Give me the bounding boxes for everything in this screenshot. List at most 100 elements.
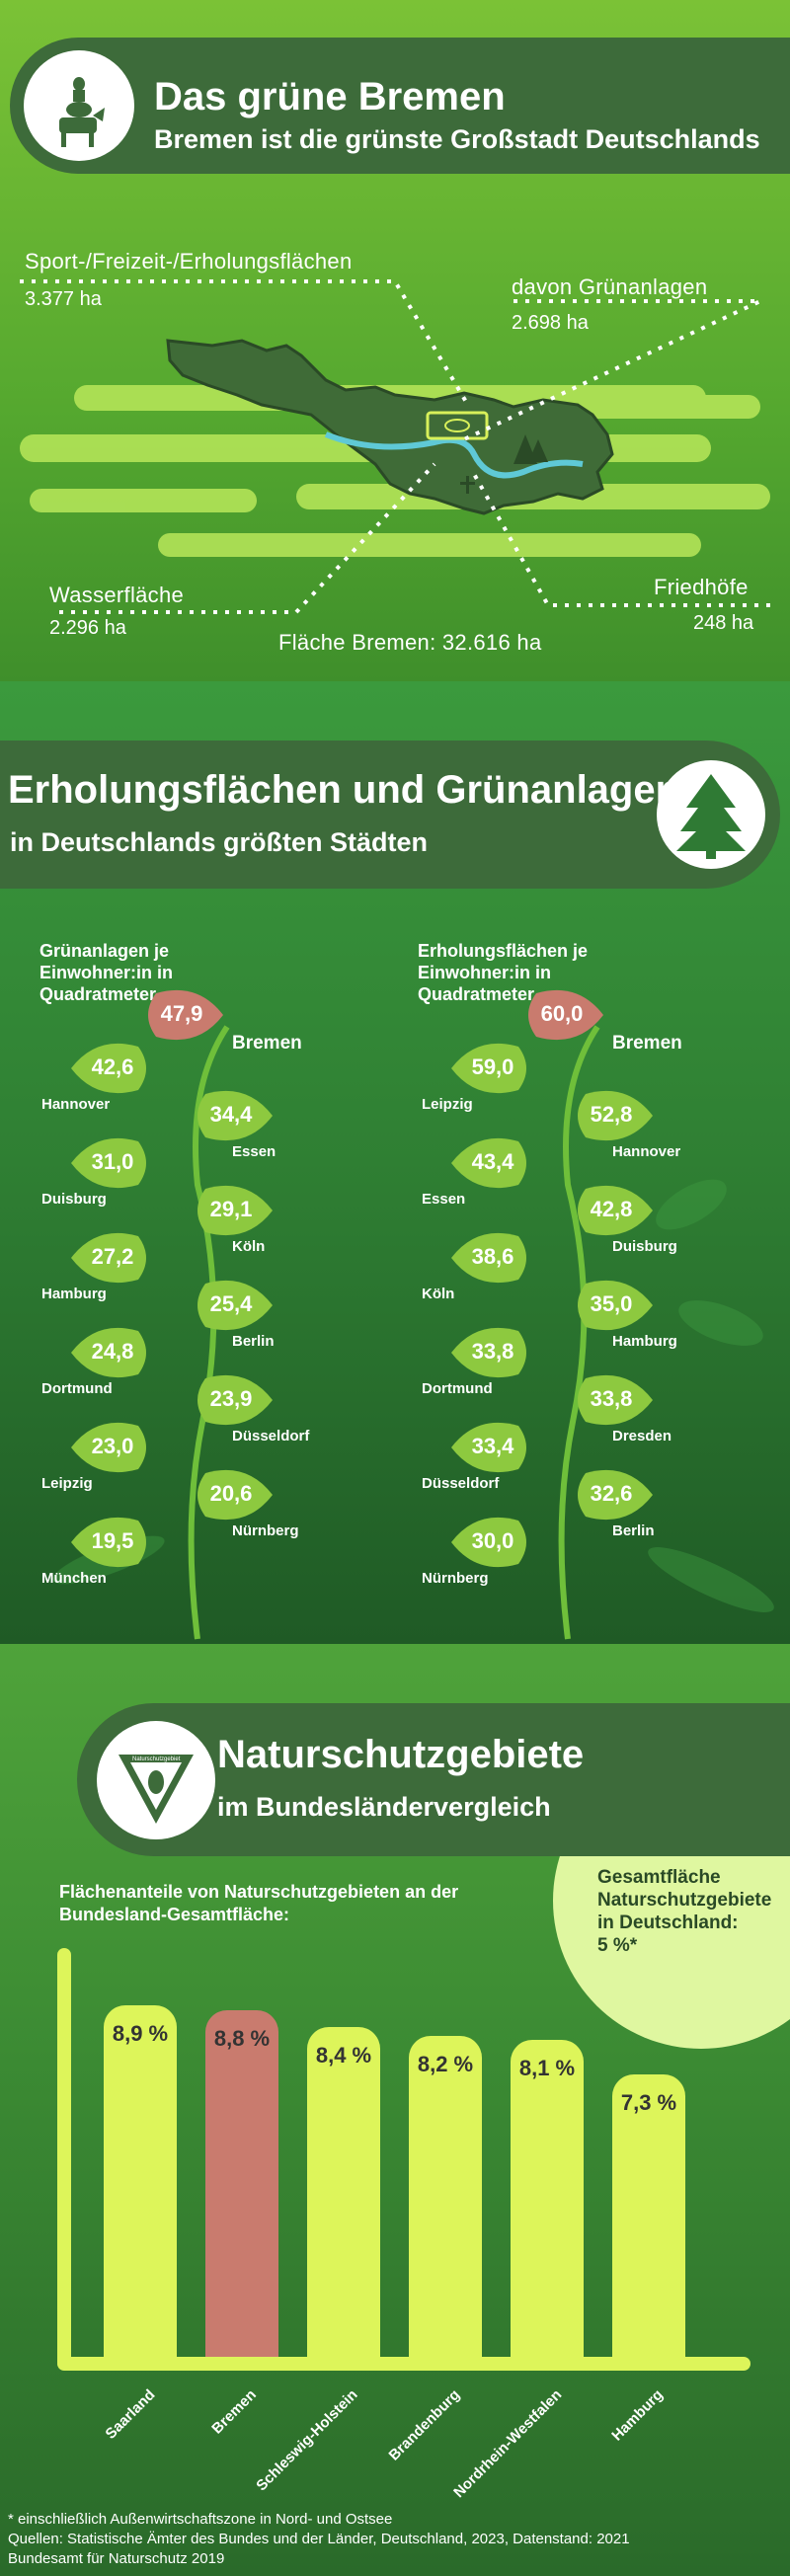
leaf-item: 33,8	[449, 1323, 536, 1387]
city-label: Hamburg	[41, 1286, 107, 1302]
left-caption-line: Quadratmeter	[40, 984, 157, 1004]
leaf-value: 23,0	[91, 1434, 134, 1458]
left-caption-line: Einwohner:in in	[40, 963, 173, 982]
city-label: Düsseldorf	[232, 1428, 310, 1444]
chart-caption-line: Bundesland-Gesamtfläche:	[59, 1905, 290, 1924]
footnote: * einschließlich Außenwirtschaftszone in…	[8, 2511, 393, 2528]
leaf-value: 29,1	[209, 1197, 253, 1221]
city-label: Berlin	[232, 1333, 275, 1350]
leaf-value: 19,5	[91, 1528, 134, 1553]
leaf-item: 33,8	[568, 1370, 655, 1435]
section-city-comparison: Erholungsflächen und Grünanlagen in Deut…	[0, 681, 790, 1644]
section3-title: Naturschutzgebiete	[217, 1733, 585, 1776]
leaf-value: 33,4	[471, 1434, 514, 1458]
river-weser	[324, 431, 584, 479]
bremen-map-shape	[166, 339, 614, 515]
total-circle-text: Gesamtfläche Naturschutzgebiete in Deuts…	[597, 1866, 771, 1957]
x-tick-label: Nordrhein-Westfalen	[449, 2386, 566, 2502]
section2-title: Erholungsflächen und Grünanlagen	[8, 768, 680, 812]
leaf-item: 24,8	[69, 1323, 156, 1387]
left-caption: Grünanlagen je Einwohner:in in Quadratme…	[40, 940, 173, 1005]
x-tick-label: Bremen	[208, 2386, 261, 2438]
leaf-value: 34,4	[209, 1102, 253, 1127]
leaf-item: 52,8	[568, 1086, 655, 1150]
leaf-item: 23,9	[188, 1370, 275, 1435]
leaf-value: 43,4	[471, 1149, 514, 1174]
tree-icon	[676, 774, 746, 859]
leaf-item: 20,6	[188, 1465, 275, 1529]
fried-value: 248 ha	[693, 612, 754, 634]
bar-bremen	[205, 2009, 278, 2357]
x-tick-label: Brandenburg	[385, 2386, 464, 2464]
bar-value-label: 8,2 %	[417, 2051, 474, 2076]
leaf-value: 32,6	[590, 1481, 633, 1506]
wasser-value: 2.296 ha	[49, 617, 126, 639]
sources-line-2: Bundesamt für Naturschutz 2019	[8, 2550, 225, 2567]
leaf-item: 32,6	[568, 1465, 655, 1529]
leaf-item: 33,4	[449, 1418, 536, 1482]
leaf-item: 29,1	[188, 1181, 275, 1245]
circle-text-line: Naturschutzgebiete	[597, 1890, 772, 1911]
bar-value-label: 8,9 %	[112, 2021, 169, 2047]
city-label: Nürnberg	[422, 1570, 489, 1587]
right-caption: Erholungsflächen je Einwohner:in in Quad…	[418, 940, 588, 1005]
bar-schleswig-holstein	[307, 2027, 380, 2357]
city-label: Dortmund	[41, 1380, 113, 1397]
leaf-value: 35,0	[590, 1291, 633, 1316]
x-tick-label: Saarland	[102, 2386, 159, 2443]
city-label: Hannover	[41, 1096, 111, 1113]
gruen-label: davon Grünanlagen	[512, 274, 708, 299]
leaf-value: 38,6	[471, 1244, 514, 1269]
city-label: Köln	[422, 1286, 455, 1302]
city-label: Duisburg	[612, 1238, 677, 1255]
leaf-item: 23,0	[69, 1418, 156, 1482]
leaf-value: 42,8	[590, 1197, 633, 1221]
gruen-value: 2.698 ha	[512, 312, 589, 334]
leaf-item: 35,0	[568, 1276, 655, 1340]
city-label: Hannover	[612, 1143, 681, 1160]
left-caption-line: Grünanlagen je	[40, 941, 170, 961]
right-caption-line: Quadratmeter	[418, 984, 535, 1004]
leaf-item: 19,5	[69, 1513, 156, 1577]
city-label: Düsseldorf	[422, 1475, 500, 1492]
leaf-value: 30,0	[471, 1528, 514, 1553]
leaf-value: 33,8	[590, 1386, 633, 1411]
city-label: Nürnberg	[232, 1522, 299, 1539]
city-label: München	[41, 1570, 107, 1587]
city-label: Leipzig	[422, 1096, 473, 1113]
leaf-item: 42,6	[69, 1039, 156, 1103]
leaf-value: 59,0	[471, 1054, 514, 1079]
bar-nordrhein-westfalen	[511, 2040, 584, 2357]
leaf-item: 30,0	[449, 1513, 536, 1577]
circle-text-line: 5 %*	[597, 1935, 638, 1956]
city-label: Bremen	[232, 1033, 302, 1054]
right-caption-line: Erholungsflächen je	[418, 941, 589, 961]
leaf-item: 43,4	[449, 1133, 536, 1198]
leaf-value: 27,2	[91, 1244, 134, 1269]
city-label: Bremen	[612, 1033, 682, 1054]
x-tick-label: Schleswig-Holstein	[253, 2386, 362, 2495]
header-banner-2: Erholungsflächen und Grünanlagen in Deut…	[0, 741, 780, 889]
city-label: Dresden	[612, 1428, 672, 1444]
stadium-icon	[426, 411, 489, 440]
city-label: Leipzig	[41, 1475, 93, 1492]
tree-circle	[657, 760, 765, 869]
leaf-value: 23,9	[209, 1386, 253, 1411]
section-nature-reserves: Naturschutzgebiet Naturschutzgebiete im …	[0, 1644, 790, 2576]
leaf-value: 25,4	[209, 1291, 253, 1316]
city-label: Essen	[422, 1191, 466, 1208]
leaf-bremen: 47,9	[138, 985, 225, 1050]
bar-brandenburg	[409, 2035, 482, 2357]
y-axis-line	[57, 1948, 71, 2369]
badge-circle: Naturschutzgebiet	[97, 1721, 215, 1839]
city-label: Dortmund	[422, 1380, 493, 1397]
fried-label: Friedhöfe	[654, 575, 749, 599]
section2-subtitle: in Deutschlands größten Städten	[10, 827, 429, 857]
right-caption-line: Einwohner:in in	[418, 963, 551, 982]
bar-value-label: 8,4 %	[315, 2043, 372, 2068]
circle-text-line: in Deutschland:	[597, 1912, 739, 1933]
leaf-value: 20,6	[209, 1481, 253, 1506]
leaf-item: 34,4	[188, 1086, 275, 1150]
leaf-value: 31,0	[91, 1149, 134, 1174]
badge-text: Naturschutzgebiet	[132, 1756, 181, 1762]
